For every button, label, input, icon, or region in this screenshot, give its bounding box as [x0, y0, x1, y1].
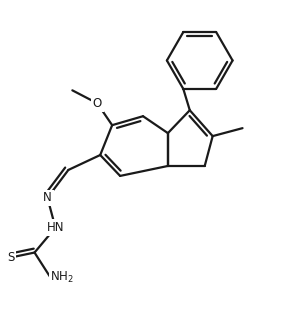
Text: NH$_2$: NH$_2$ — [51, 270, 74, 285]
Text: N: N — [43, 191, 52, 204]
Text: HN: HN — [47, 221, 64, 234]
Text: S: S — [7, 251, 14, 264]
Text: O: O — [92, 97, 102, 110]
